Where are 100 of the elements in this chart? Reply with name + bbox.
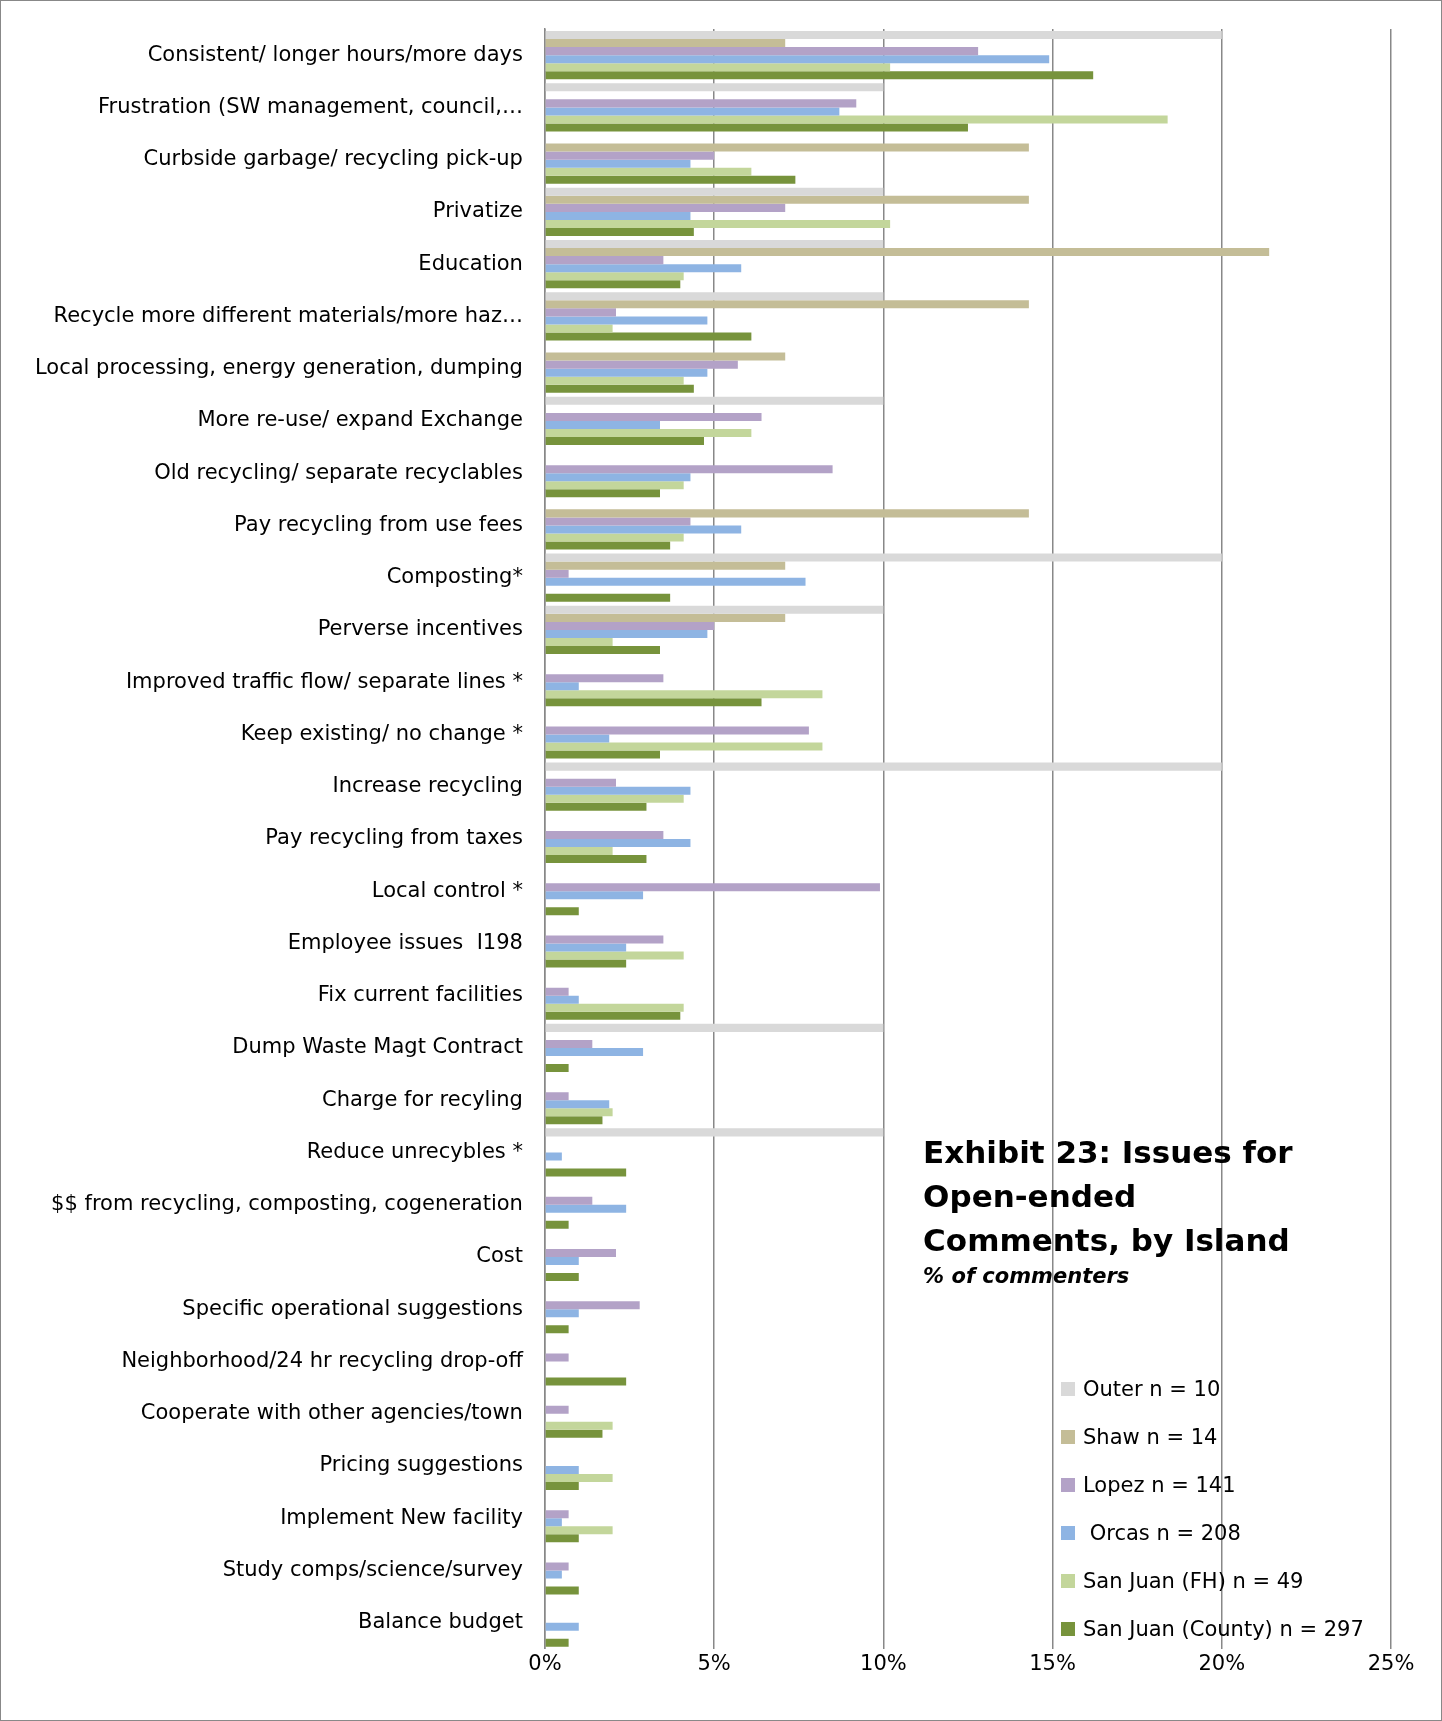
bar — [545, 830, 664, 839]
bar — [545, 1534, 579, 1543]
bar — [545, 280, 681, 289]
bar — [545, 83, 884, 92]
y-tick-label: More re-use/ expand Exchange — [197, 407, 523, 432]
bar — [545, 525, 742, 534]
bar — [545, 47, 979, 56]
x-tick-label: 0% — [528, 1650, 562, 1675]
y-tick-label: Increase recycling — [332, 773, 523, 798]
bar — [545, 1562, 569, 1571]
bar — [545, 621, 715, 630]
bar — [545, 324, 613, 333]
bar — [545, 1168, 627, 1177]
bar — [545, 240, 884, 249]
bar — [545, 1204, 627, 1213]
bar — [545, 384, 694, 393]
bar — [545, 907, 579, 916]
bar — [545, 854, 647, 863]
bar — [545, 63, 891, 72]
bar — [545, 264, 742, 273]
y-tick-label: Dump Waste Magt Contract — [232, 1034, 523, 1059]
x-tick-label: 20% — [1198, 1650, 1246, 1675]
bar — [545, 1116, 603, 1125]
y-tick-label: Improved traffic flow/ separate lines * — [125, 668, 523, 693]
bar — [545, 645, 660, 654]
bar — [545, 115, 1168, 124]
bar — [545, 465, 833, 474]
bar — [545, 1638, 569, 1647]
bar — [545, 187, 884, 196]
bar — [545, 123, 968, 132]
bar — [545, 436, 704, 445]
bar — [545, 107, 840, 116]
y-tick-label: Charge for recyling — [321, 1086, 523, 1111]
bar — [545, 794, 684, 803]
bar — [545, 159, 691, 168]
bar — [545, 99, 857, 108]
bar — [545, 368, 708, 377]
x-tick-label: 15% — [1029, 1650, 1076, 1675]
bar — [545, 489, 660, 498]
bar — [545, 428, 752, 437]
bar — [545, 360, 738, 369]
bar — [545, 1429, 603, 1438]
bar — [545, 846, 613, 855]
bar — [545, 1421, 613, 1430]
bar — [545, 420, 660, 429]
bar — [545, 1152, 562, 1161]
bar — [545, 195, 1029, 204]
bar — [545, 481, 684, 490]
bar — [545, 1518, 562, 1527]
bar — [545, 1481, 579, 1490]
bar — [545, 1510, 569, 1519]
bar — [545, 227, 694, 236]
bar — [545, 175, 796, 184]
bar — [545, 726, 809, 735]
bar — [545, 55, 1050, 64]
legend-label: Orcas n = 208 — [1088, 1519, 1242, 1547]
bar — [545, 1526, 613, 1535]
bar — [545, 71, 1094, 80]
x-tick-label: 25% — [1367, 1650, 1415, 1675]
bar — [545, 943, 627, 952]
y-tick-label: Cost — [476, 1243, 523, 1268]
bar — [545, 248, 1270, 257]
bar — [545, 778, 616, 787]
y-tick-label: Specific operational suggestions — [182, 1295, 523, 1320]
y-tick-label: $$ from recycling, composting, cogeneration — [51, 1191, 523, 1216]
bar — [545, 935, 664, 944]
bar — [545, 1092, 569, 1101]
y-tick-label: Pay recycling from taxes — [265, 825, 523, 850]
bar — [545, 1003, 684, 1012]
bar — [545, 151, 715, 160]
bar — [545, 577, 806, 586]
bar — [545, 1039, 593, 1048]
bar — [545, 517, 691, 526]
bar — [545, 959, 627, 968]
bar — [545, 637, 613, 646]
bar — [545, 883, 880, 892]
bar — [545, 509, 1029, 518]
bar — [545, 1465, 579, 1474]
bar — [545, 376, 684, 385]
bar — [545, 256, 664, 265]
y-tick-label: Recycle more different materials/more haz… — [53, 302, 523, 327]
bar — [545, 569, 569, 578]
y-tick-label: Balance budget — [358, 1609, 523, 1634]
bar — [545, 690, 823, 699]
bar — [545, 1256, 579, 1265]
y-tick-label: Implement New facility — [280, 1504, 523, 1529]
bar — [545, 1301, 640, 1310]
legend-label: Lopez n = 141 — [1082, 1471, 1237, 1499]
bar — [545, 629, 708, 638]
bar — [545, 1196, 593, 1205]
text: Exhibit 23: Issues for Open-ended Comments, by Island — [923, 1133, 1294, 1261]
legend-label: San Juan (County) n = 297 — [1082, 1615, 1364, 1643]
y-tick-label: Cooperate with other agencies/town — [140, 1400, 523, 1425]
y-tick-label: Consistent/ longer hours/more days — [147, 41, 523, 66]
legend-label: Outer n = 10 — [1082, 1375, 1222, 1403]
bar — [545, 951, 684, 960]
bar — [545, 742, 823, 751]
bar — [545, 1309, 579, 1318]
legend-label: Shaw n = 14 — [1082, 1423, 1219, 1451]
bar — [545, 1586, 579, 1595]
